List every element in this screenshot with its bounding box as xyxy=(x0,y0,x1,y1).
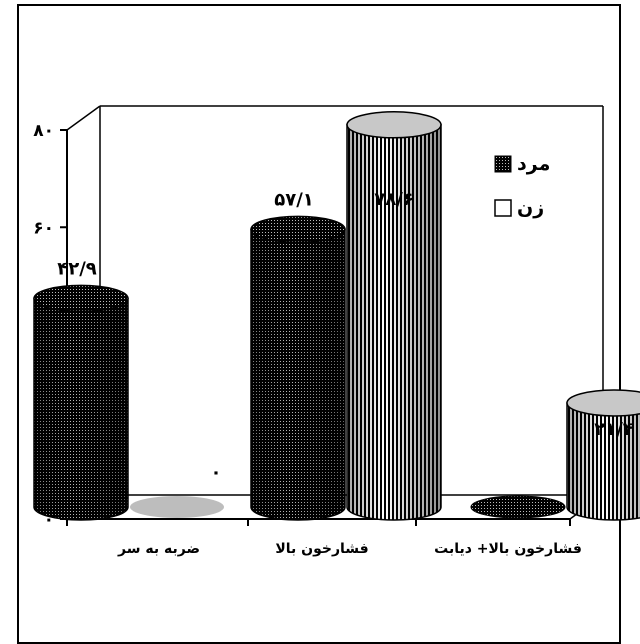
bar-0-0 xyxy=(33,284,129,521)
bar-0-1 xyxy=(130,496,224,518)
data-label: ۷۸/۶ xyxy=(374,189,414,210)
y-tick-label: ۶۰ xyxy=(33,218,54,238)
bar-2-0 xyxy=(470,495,566,519)
category-label: فشارخون بالا xyxy=(275,541,368,557)
legend-label-female: زن xyxy=(517,197,544,219)
data-label: ۲۱/۴ xyxy=(594,419,634,440)
bar-2-1 xyxy=(566,389,640,521)
category-label: فشارخون بالا+ دیابت xyxy=(434,541,582,557)
bars xyxy=(33,111,640,521)
legend-label-male: مرد xyxy=(517,153,550,175)
data-label: ۴۲/۹ xyxy=(57,258,97,279)
category-labels: ضربه به سر فشارخون بالا فشارخون بالا+ دیاب… xyxy=(66,519,582,557)
y-tick-label: ۸۰ xyxy=(33,121,54,141)
bar-top xyxy=(33,284,129,313)
legend-swatch-male xyxy=(494,155,512,173)
zero-disc xyxy=(470,495,566,519)
bar-top xyxy=(346,111,442,139)
data-label: ۵۷/۱ xyxy=(274,189,314,210)
y-tick-label: ۰ xyxy=(44,510,54,530)
data-label: ۰ xyxy=(211,462,222,483)
bar-shade xyxy=(34,298,128,520)
bar-top xyxy=(566,389,640,417)
bar-shade xyxy=(251,229,345,520)
bar-shade xyxy=(567,402,640,520)
bar-1-0 xyxy=(250,215,346,521)
legend-swatch-female xyxy=(494,199,512,217)
bar-shade xyxy=(347,124,441,521)
bar-1-1 xyxy=(346,111,442,521)
zero-disc xyxy=(130,496,224,518)
category-label: ضربه به سر xyxy=(117,541,200,557)
bar-top xyxy=(250,215,346,244)
legend: مرد زن xyxy=(494,153,550,219)
